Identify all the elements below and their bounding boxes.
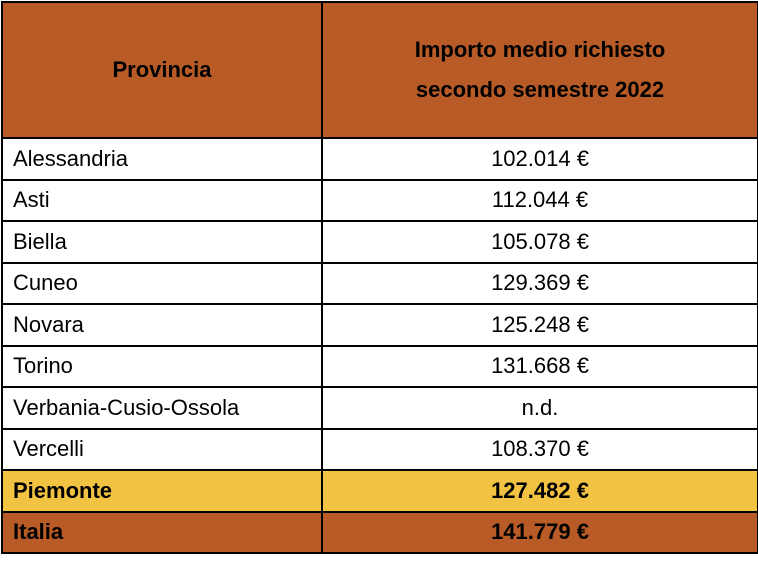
table-row: Vercelli 108.370 € [1,427,758,471]
table-header-row: Provincia Importo medio richiesto second… [1,1,758,139]
cell-importo: 125.248 € [321,303,758,347]
cell-nazione-importo: 141.779 € [321,510,758,554]
cell-provincia: Torino [1,344,323,388]
cell-importo: 105.078 € [321,220,758,264]
cell-provincia: Biella [1,220,323,264]
header-importo: Importo medio richiesto secondo semestre… [321,1,758,139]
cell-provincia: Asti [1,178,323,222]
totale-nazione-row: Italia 141.779 € [1,510,758,554]
cell-regione-label: Piemonte [1,469,323,513]
cell-importo: 131.668 € [321,344,758,388]
cell-provincia: Verbania-Cusio-Ossola [1,386,323,430]
header-importo-line2: secondo semestre 2022 [415,77,665,102]
table-row: Torino 131.668 € [1,344,758,388]
cell-importo: 112.044 € [321,178,758,222]
cell-importo: 129.369 € [321,261,758,305]
table-row: Verbania-Cusio-Ossola n.d. [1,386,758,430]
cell-provincia: Cuneo [1,261,323,305]
importo-medio-table: Provincia Importo medio richiesto second… [1,1,758,554]
header-importo-line1: Importo medio richiesto [414,37,666,62]
cell-importo: 108.370 € [321,427,758,471]
cell-provincia: Alessandria [1,137,323,181]
totale-regione-row: Piemonte 127.482 € [1,469,758,513]
table-row: Cuneo 129.369 € [1,261,758,305]
cell-provincia: Novara [1,303,323,347]
cell-regione-importo: 127.482 € [321,469,758,513]
table-row: Novara 125.248 € [1,303,758,347]
header-provincia: Provincia [1,1,323,139]
cell-nazione-label: Italia [1,510,323,554]
table-row: Biella 105.078 € [1,220,758,264]
cell-importo: 102.014 € [321,137,758,181]
table-row: Alessandria 102.014 € [1,137,758,181]
cell-importo: n.d. [321,386,758,430]
table-row: Asti 112.044 € [1,178,758,222]
cell-provincia: Vercelli [1,427,323,471]
